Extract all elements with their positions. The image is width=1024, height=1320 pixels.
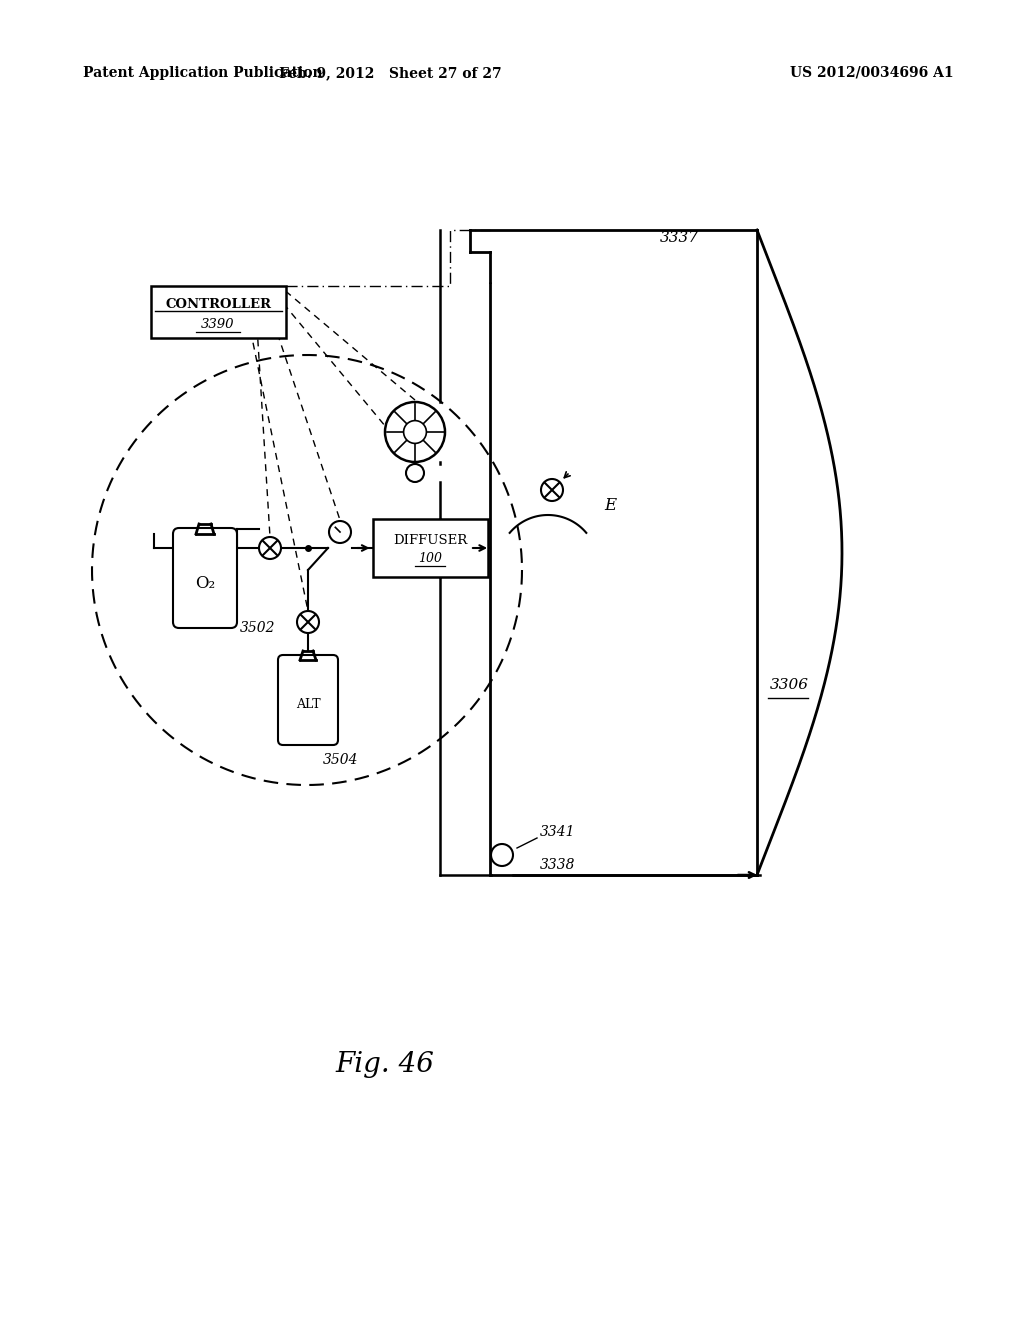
Text: 3337: 3337 <box>660 231 699 246</box>
Text: 3390: 3390 <box>202 318 234 330</box>
FancyBboxPatch shape <box>278 655 338 744</box>
Circle shape <box>259 537 281 558</box>
Text: CONTROLLER: CONTROLLER <box>165 297 271 310</box>
Circle shape <box>490 843 513 866</box>
Circle shape <box>406 465 424 482</box>
Bar <box>373 519 487 577</box>
Text: ALT: ALT <box>296 698 321 711</box>
FancyBboxPatch shape <box>173 528 237 628</box>
Text: Fig. 46: Fig. 46 <box>336 1052 434 1078</box>
Text: DIFFUSER: DIFFUSER <box>393 535 467 548</box>
Text: O₂: O₂ <box>195 574 215 591</box>
Circle shape <box>541 479 563 502</box>
Text: 100: 100 <box>418 552 442 565</box>
Text: Patent Application Publication: Patent Application Publication <box>83 66 323 81</box>
Text: 3341: 3341 <box>540 825 575 840</box>
Circle shape <box>329 521 351 543</box>
Text: E: E <box>604 496 616 513</box>
Text: US 2012/0034696 A1: US 2012/0034696 A1 <box>790 66 953 81</box>
Text: 3306: 3306 <box>770 678 809 692</box>
Text: 3502: 3502 <box>240 620 275 635</box>
Text: 3504: 3504 <box>323 752 358 767</box>
Circle shape <box>385 403 445 462</box>
Text: 3338: 3338 <box>540 858 575 873</box>
Text: Feb. 9, 2012   Sheet 27 of 27: Feb. 9, 2012 Sheet 27 of 27 <box>279 66 502 81</box>
Circle shape <box>297 611 319 634</box>
Bar <box>151 286 286 338</box>
